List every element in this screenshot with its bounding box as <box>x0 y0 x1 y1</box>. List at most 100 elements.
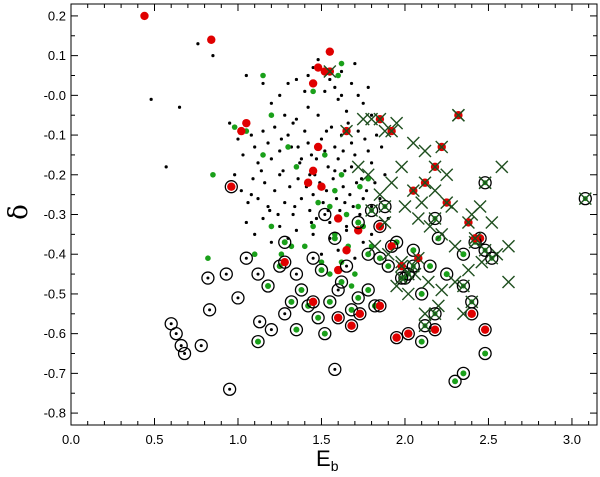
series-cross-circle <box>364 176 592 333</box>
data-point-cross <box>418 319 432 333</box>
data-point <box>435 283 449 297</box>
data-point <box>278 93 282 97</box>
data-point <box>406 243 420 257</box>
data-point <box>303 89 307 93</box>
data-point <box>244 73 248 78</box>
data-point <box>283 113 287 117</box>
data-point <box>343 169 347 173</box>
y-tick-label: -0.8 <box>44 406 66 421</box>
data-point-center <box>326 298 333 305</box>
data-point <box>361 283 375 297</box>
data-point-cross <box>468 231 482 245</box>
y-tick-label: -0.0 <box>44 88 66 103</box>
data-point <box>353 256 357 260</box>
data-point <box>324 129 329 133</box>
data-point <box>264 323 279 337</box>
data-point <box>342 246 351 255</box>
data-point <box>266 204 270 209</box>
data-point <box>309 220 314 225</box>
data-point <box>289 267 304 281</box>
data-point <box>336 248 340 252</box>
data-point <box>306 105 310 109</box>
data-point <box>478 346 492 361</box>
data-point <box>315 199 321 206</box>
data-point <box>253 315 267 329</box>
data-point <box>368 239 382 253</box>
data-point-cross <box>395 259 409 273</box>
data-point <box>348 283 355 289</box>
data-point-center <box>183 352 187 356</box>
data-point <box>456 366 471 381</box>
data-point <box>349 141 354 145</box>
axis-ticks: 0.0 0.5 1.0 1.5 2.0 2.5 3.0 0.2 0.1 -0.0 -0.1 -0.2 -… <box>44 4 597 447</box>
data-point <box>317 182 326 191</box>
data-point <box>278 149 282 153</box>
data-point <box>269 157 273 161</box>
data-point <box>249 193 253 197</box>
data-point <box>273 189 277 193</box>
data-point <box>353 307 367 321</box>
data-point <box>306 141 310 145</box>
data-point <box>421 275 435 289</box>
data-point <box>303 129 307 133</box>
data-point <box>448 374 462 388</box>
data-point <box>478 176 492 190</box>
data-point <box>311 193 315 197</box>
data-point-center <box>174 332 178 336</box>
x-axis-label-subscript: b <box>331 458 339 474</box>
data-point-center <box>169 322 173 326</box>
data-point <box>355 203 362 210</box>
data-point <box>344 109 349 113</box>
data-point <box>328 362 342 377</box>
data-point <box>296 145 300 149</box>
data-point <box>428 184 442 198</box>
data-point <box>390 279 404 293</box>
data-point <box>328 231 342 245</box>
data-point-center <box>345 264 349 268</box>
data-point <box>418 319 432 333</box>
data-point-cross <box>478 243 492 257</box>
data-point-center <box>208 308 212 312</box>
data-point <box>333 214 343 223</box>
data-point-center <box>355 309 365 318</box>
data-point <box>260 152 266 158</box>
data-point-center <box>199 344 203 348</box>
data-point <box>357 183 363 190</box>
data-point-center <box>228 387 232 391</box>
data-point <box>177 346 192 361</box>
y-tick-label: -0.1 <box>44 128 66 143</box>
data-point <box>269 240 273 244</box>
data-point-center <box>365 251 372 258</box>
data-point <box>351 291 365 305</box>
data-point <box>331 283 345 297</box>
data-point <box>242 118 251 128</box>
data-point <box>418 144 432 158</box>
data-point-cross <box>465 295 479 309</box>
data-point <box>336 97 340 101</box>
data-point <box>303 178 313 187</box>
data-point-center <box>418 290 425 297</box>
data-point <box>334 275 349 289</box>
data-point-center <box>244 256 248 260</box>
data-point <box>319 137 324 141</box>
data-point-center <box>283 312 287 316</box>
data-point <box>278 251 285 258</box>
data-point <box>318 207 332 222</box>
data-point-center <box>410 247 417 254</box>
data-point <box>140 11 149 21</box>
series-cross-red <box>323 65 482 273</box>
data-point <box>406 259 420 273</box>
data-point <box>374 133 379 137</box>
data-point <box>333 85 337 90</box>
data-point <box>259 169 263 173</box>
data-point <box>327 271 333 277</box>
data-point-center <box>323 213 327 216</box>
data-point <box>202 303 217 317</box>
data-point-center <box>308 297 318 307</box>
data-point <box>428 307 442 321</box>
data-point <box>281 169 285 173</box>
data-point-center <box>404 329 413 338</box>
data-point <box>237 126 246 136</box>
data-point <box>298 161 302 165</box>
